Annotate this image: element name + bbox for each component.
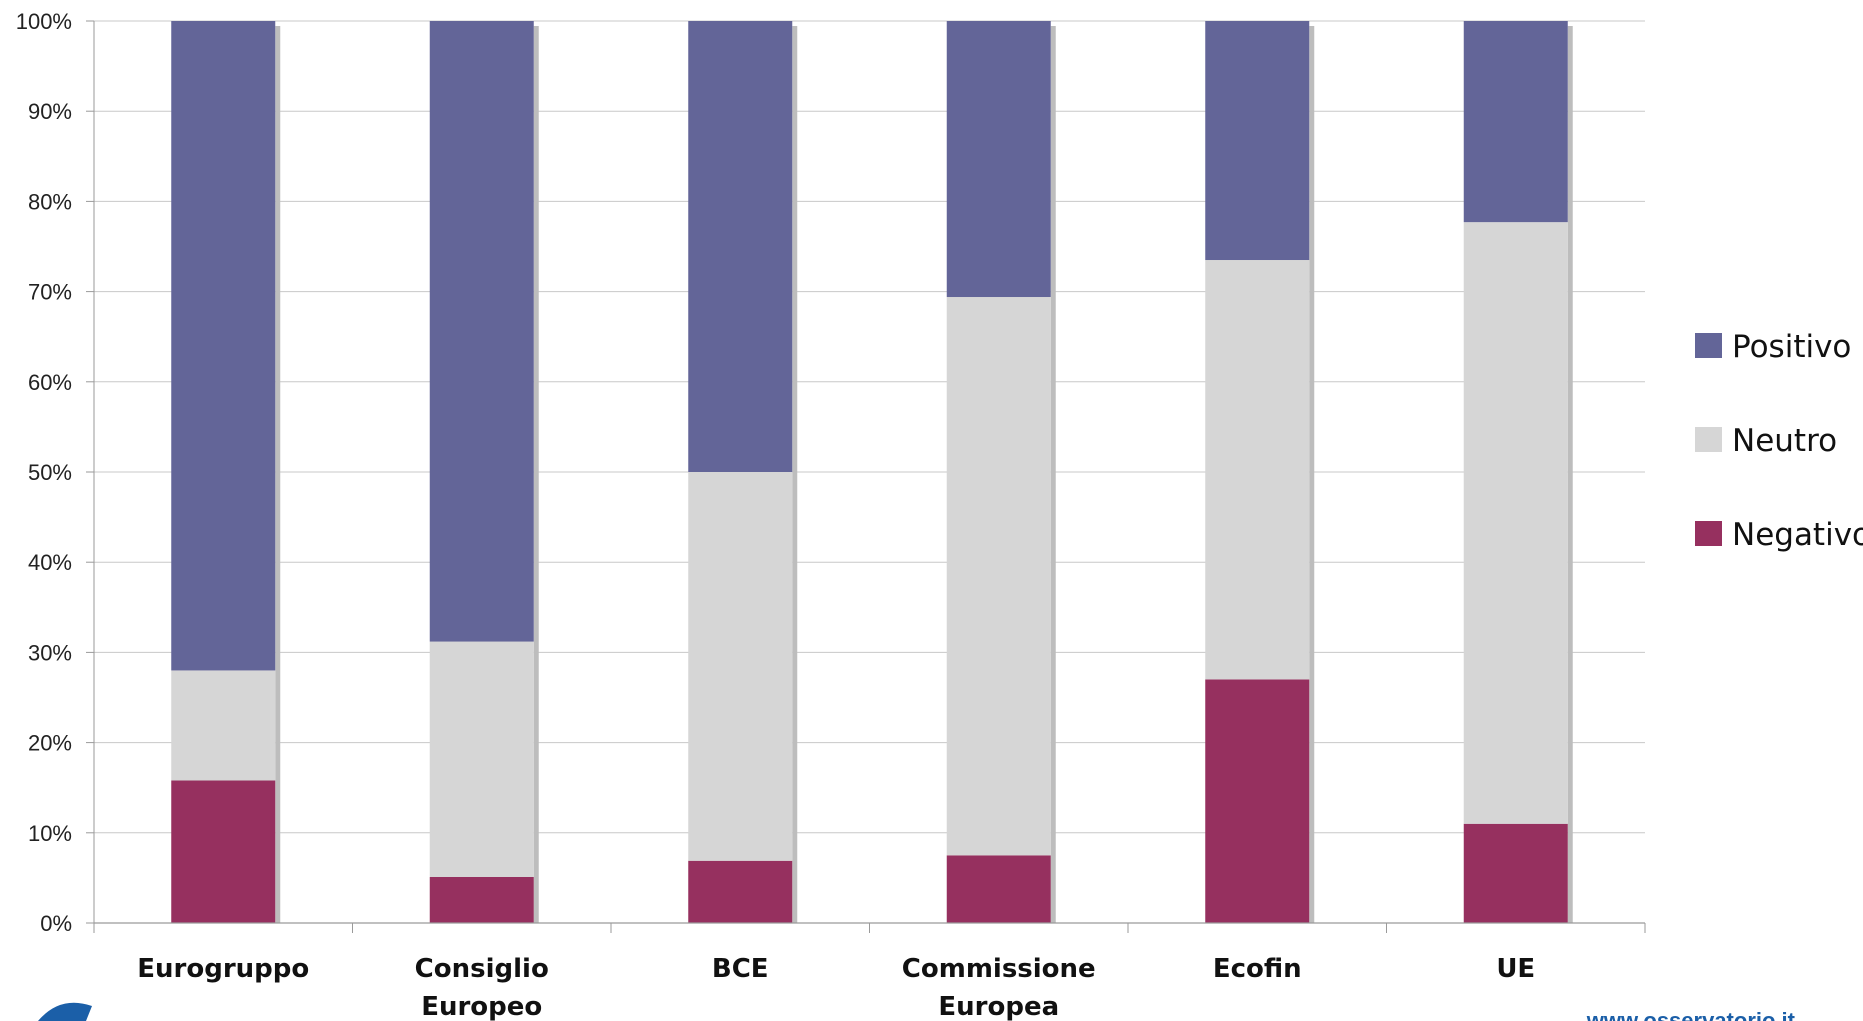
gridlines (94, 20, 1645, 924)
legend: Positivo Neutro Negativo (1695, 329, 1863, 553)
bar-segment-positivo (946, 21, 1051, 298)
x-axis-labels: Eurogruppo Consiglio Europeo BCE Commissione… (137, 954, 1535, 1021)
bar-segment-negativo (946, 855, 1051, 923)
bar-segment-positivo (429, 21, 534, 642)
y-tick-label: 50% (28, 460, 72, 485)
bar-segment-positivo (171, 21, 276, 671)
bar-segment-negativo (429, 876, 534, 923)
bar-segment-positivo (1205, 21, 1310, 261)
y-tick-label: 30% (28, 640, 72, 665)
x-tick-label: Consiglio (415, 954, 549, 984)
x-tick-label: Europeo (421, 992, 542, 1021)
bar-segment-negativo (1463, 823, 1568, 923)
y-tick-label: 100% (16, 9, 72, 34)
x-tick-label: Europea (938, 992, 1059, 1021)
bar-shadow (792, 26, 798, 923)
bar-segment-neutro (1463, 222, 1568, 824)
legend-swatch-negativo (1695, 521, 1722, 546)
legend-swatch-positivo (1695, 333, 1722, 358)
bar-segment-negativo (1205, 679, 1310, 923)
y-tick-label: 60% (28, 370, 72, 395)
bar-shadow (275, 26, 281, 923)
y-tick-label: 10% (28, 821, 72, 846)
logo (38, 1002, 92, 1021)
y-tick-label: 40% (28, 550, 72, 575)
bar-shadow (1567, 26, 1573, 923)
footer-url: www.osservatorio.it (1586, 1008, 1796, 1021)
bar-segment-positivo (1463, 21, 1568, 223)
y-tick-label: 20% (28, 731, 72, 756)
legend-label-neutro: Neutro (1732, 423, 1837, 459)
bar-shadow (533, 26, 539, 923)
x-tick-label: UE (1496, 954, 1535, 984)
bar-segment-neutro (688, 472, 793, 861)
bar-segment-negativo (688, 860, 793, 923)
bar-segment-neutro (946, 297, 1051, 856)
bar-shadow (1309, 26, 1315, 923)
legend-label-positivo: Positivo (1732, 329, 1851, 365)
legend-label-negativo: Negativo (1732, 517, 1863, 553)
y-tick-label: 80% (28, 189, 72, 214)
bars (171, 21, 1573, 923)
y-axis-ticks: 0% 10% 20% 30% 40% 50% 60% 70% 80% 90% 100% (16, 9, 94, 936)
legend-swatch-neutro (1695, 427, 1722, 452)
y-tick-label: 0% (40, 911, 72, 936)
bar-segment-neutro (1205, 260, 1310, 680)
bar-shadow (1050, 26, 1056, 923)
x-tick-label: BCE (712, 954, 769, 984)
bar-segment-neutro (429, 641, 534, 877)
bar-segment-neutro (171, 670, 276, 781)
logo-mark (38, 1002, 92, 1021)
x-tick-label: Eurogruppo (137, 954, 309, 984)
y-tick-label: 90% (28, 99, 72, 124)
y-tick-label: 70% (28, 280, 72, 305)
x-tick-label: Commissione (902, 954, 1096, 984)
bar-segment-negativo (171, 780, 276, 923)
bar-segment-positivo (688, 21, 793, 472)
x-tick-label: Ecofin (1213, 954, 1302, 984)
axes (93, 21, 1646, 933)
